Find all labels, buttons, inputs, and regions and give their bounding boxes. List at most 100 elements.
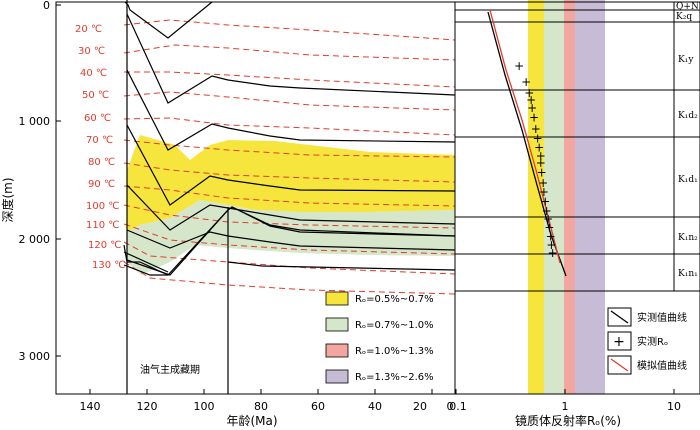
stratum-k1n2: K₁n₂ [678,233,698,243]
ro-tick-0.1: 0.1 [449,400,467,413]
isotherm-90 [123,185,456,207]
isotherm-label-20: 20 ℃ [75,24,102,35]
ro-tick-1: 1 [562,400,569,413]
legend-label-05-07: Rₒ=0.5%~0.7% [355,294,434,305]
legend-swatch-10-13 [325,343,349,358]
stratum-q-n: Q+N [676,2,699,12]
isotherm-label-40: 40 ℃ [80,68,107,79]
ro-point-15: + [542,204,552,218]
x-tick-140: 140 [80,400,101,413]
stratum-k1y: K₁y [678,55,694,65]
isotherm-130 [123,261,456,295]
isotherm-labels: 20 ℃ 30 ℃ 40 ℃ 50 ℃ 60 ℃ 70 ℃ 80 ℃ 90 ℃ … [75,24,126,271]
right-zone-ro-10-13 [564,0,575,394]
right-x-axis-ticks [455,389,675,394]
left-y-axis [56,4,61,357]
ro-point-1: + [521,75,531,89]
left-x-axis-ticks [89,389,433,394]
left-legend: Rₒ=0.5%~0.7% Rₒ=0.7%~1.0% Rₒ=1.0%~1.3% R… [325,291,434,384]
x-tick-100: 100 [194,400,215,413]
isotherm-50 [123,91,456,111]
isotherm-80 [123,162,456,183]
strata-column [455,2,700,292]
isotherm-label-80: 80 ℃ [88,157,115,168]
ro-point-8: + [534,141,544,155]
legend-label-10-13: Rₒ=1.0%~1.3% [355,346,434,357]
legend-label-13-26: Rₒ=1.3%~2.6% [355,372,434,383]
isotherm-110 [123,223,456,255]
isotherm-label-130: 130 ℃ [92,260,126,271]
ro-point-11: + [537,165,547,179]
y-tick-0: 0 [43,0,50,12]
ro-point-4: + [527,101,537,115]
ro-point-9: + [536,149,546,163]
stratum-k1d1: K₁d₁ [678,175,698,185]
stratum-k1d2: K₁d₂ [678,111,698,121]
stratum-k2q: K₂q [676,12,692,22]
ro-point-10: + [536,156,546,170]
ro-point-12: + [538,176,548,190]
legend-swatch-13-26 [325,369,349,384]
zone-ro-07-10 [127,200,455,275]
burial-lines [123,1,456,276]
ro-point-18: + [546,230,556,244]
isotherm-label-50: 50 ℃ [82,90,109,101]
legend-measured-curve: 实测值曲线 [637,311,687,324]
right-zone-ro-05-07 [528,0,544,394]
accumulation-period-label: 油气主成藏期 [140,363,200,376]
zone-ro-05-07 [127,135,455,232]
isotherm-30 [123,44,456,61]
isotherm-label-70: 70 ℃ [86,135,113,146]
legend-label-07-10: Rₒ=0.7%~1.0% [355,320,434,331]
maturity-zones [127,0,605,394]
ro-point-3: + [526,93,536,107]
ro-point-6: + [531,122,541,136]
legend-plus-symbol: + [613,334,625,350]
stratum-k1n1: K₁n₁ [678,269,698,279]
isotherm-label-100: 100 ℃ [86,201,120,212]
y-axis-label: 深度(m) [0,177,15,222]
right-legend: 实测值曲线 + 实测Rₒ 模拟值曲线 [607,307,687,375]
ro-point-17: + [544,220,554,234]
legend-simulated-line-symbol [610,358,629,372]
measured-curve-line [487,11,567,277]
right-zone-ro-07-10 [544,0,564,394]
isotherm-20 [123,19,456,41]
y-tick-1000: 1 000 [19,115,51,128]
legend-simulated-curve: 模拟值曲线 [637,359,687,372]
ro-point-13: + [539,185,549,199]
y-tick-2000: 2 000 [19,233,51,246]
legend-swatch-07-10 [325,317,349,332]
y-tick-3000: 3 000 [19,350,51,363]
ro-point-2: + [524,86,534,100]
isotherm-60 [123,117,456,136]
isotherm-label-90: 90 ℃ [88,179,115,190]
ro-point-20: + [548,246,558,260]
ro-point-0: + [514,59,524,73]
legend-measured-line-symbol [610,310,629,324]
x-tick-80: 80 [254,400,268,413]
ro-point-5: + [529,110,539,124]
isotherm-label-60: 60 ℃ [84,113,111,124]
simulated-curve-line [489,9,561,264]
x-tick-0: 0 [447,400,454,413]
ro-point-14: + [540,195,550,209]
x-tick-40: 40 [368,400,382,413]
isotherms [123,19,456,295]
isotherm-40 [124,71,456,88]
isotherm-label-110: 110 ℃ [86,220,120,231]
isotherm-label-30: 30 ℃ [78,46,105,57]
right-plot-frame [454,1,700,395]
legend-measured-ro: 实测Rₒ [637,335,668,348]
x-tick-120: 120 [137,400,158,413]
x-axis-label-ro: 镜质体反射率Rₒ(%) [515,413,621,428]
ro-tick-10: 10 [667,400,681,413]
x-tick-20: 20 [413,400,427,413]
isotherm-70 [123,139,456,158]
x-axis-label-age: 年龄(Ma) [226,414,277,428]
ro-point-16: + [543,212,553,226]
legend-swatch-05-07 [325,291,349,306]
ro-point-19: + [546,238,556,252]
x-tick-60: 60 [311,400,325,413]
